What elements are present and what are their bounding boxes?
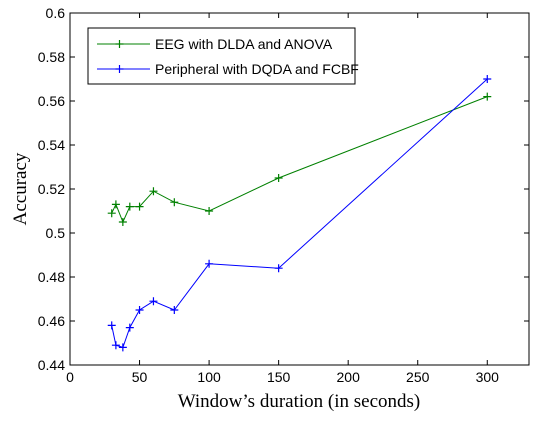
series-1-point — [149, 297, 158, 306]
series-0-point — [149, 187, 158, 196]
legend-marker-peripheral — [115, 65, 124, 73]
series-layer — [107, 75, 492, 352]
series-1-point — [125, 323, 134, 332]
series-1-point — [118, 343, 127, 352]
y-tick-label: 0.58 — [38, 49, 65, 65]
legend-label-eeg: EEG with DLDA and ANOVA — [155, 36, 333, 52]
series-0-point — [125, 202, 134, 211]
y-tick-label: 0.56 — [38, 93, 65, 109]
y-tick-label: 0.46 — [38, 313, 65, 329]
x-tick-label: 250 — [406, 369, 430, 385]
y-tick-label: 0.52 — [38, 181, 65, 197]
legend-box — [87, 27, 356, 85]
series-1-point — [274, 264, 283, 273]
y-tick-label: 0.54 — [38, 137, 65, 153]
series-0-point — [274, 174, 283, 182]
x-tick-label: 50 — [132, 369, 148, 385]
legend: EEG with DLDA and ANOVA Peripheral with … — [87, 27, 359, 85]
series-0-point — [205, 207, 214, 215]
series-0-point — [170, 198, 179, 207]
x-tick-label: 150 — [267, 369, 291, 385]
series-1-point — [111, 341, 120, 350]
series-1-point — [135, 306, 144, 314]
series-0-point — [107, 209, 116, 218]
x-axis-title: Window’s duration (in seconds) — [178, 391, 421, 412]
x-tick-label: 200 — [337, 369, 361, 385]
series-1-point — [483, 75, 492, 83]
series-0-point — [483, 92, 492, 101]
legend-label-peripheral: Peripheral with DQDA and FCBF — [155, 61, 359, 77]
y-tick-label: 0.5 — [46, 225, 66, 241]
y-tick-label: 0.6 — [46, 5, 66, 21]
series-0-point — [118, 218, 127, 226]
series-line-1 — [111, 78, 488, 349]
x-tick-label: 100 — [197, 369, 221, 385]
x-tick-label: 0 — [66, 369, 74, 385]
series-0-point — [111, 200, 120, 209]
series-1-point — [170, 306, 179, 314]
legend-marker-eeg — [115, 40, 124, 48]
series-1-point — [107, 321, 116, 330]
x-tick-label: 300 — [476, 369, 500, 385]
y-tick-label: 0.44 — [38, 357, 65, 373]
axis-layer: 0 50 100 150 200 250 300 0.44 0.46 0.48 0.5 0.52 0.5… — [38, 5, 529, 385]
y-axis-title: Accuracy — [10, 152, 31, 225]
series-line-0 — [111, 96, 488, 224]
series-0-point — [135, 202, 144, 211]
y-tick-label: 0.48 — [38, 269, 65, 285]
series-1-point — [205, 259, 214, 268]
